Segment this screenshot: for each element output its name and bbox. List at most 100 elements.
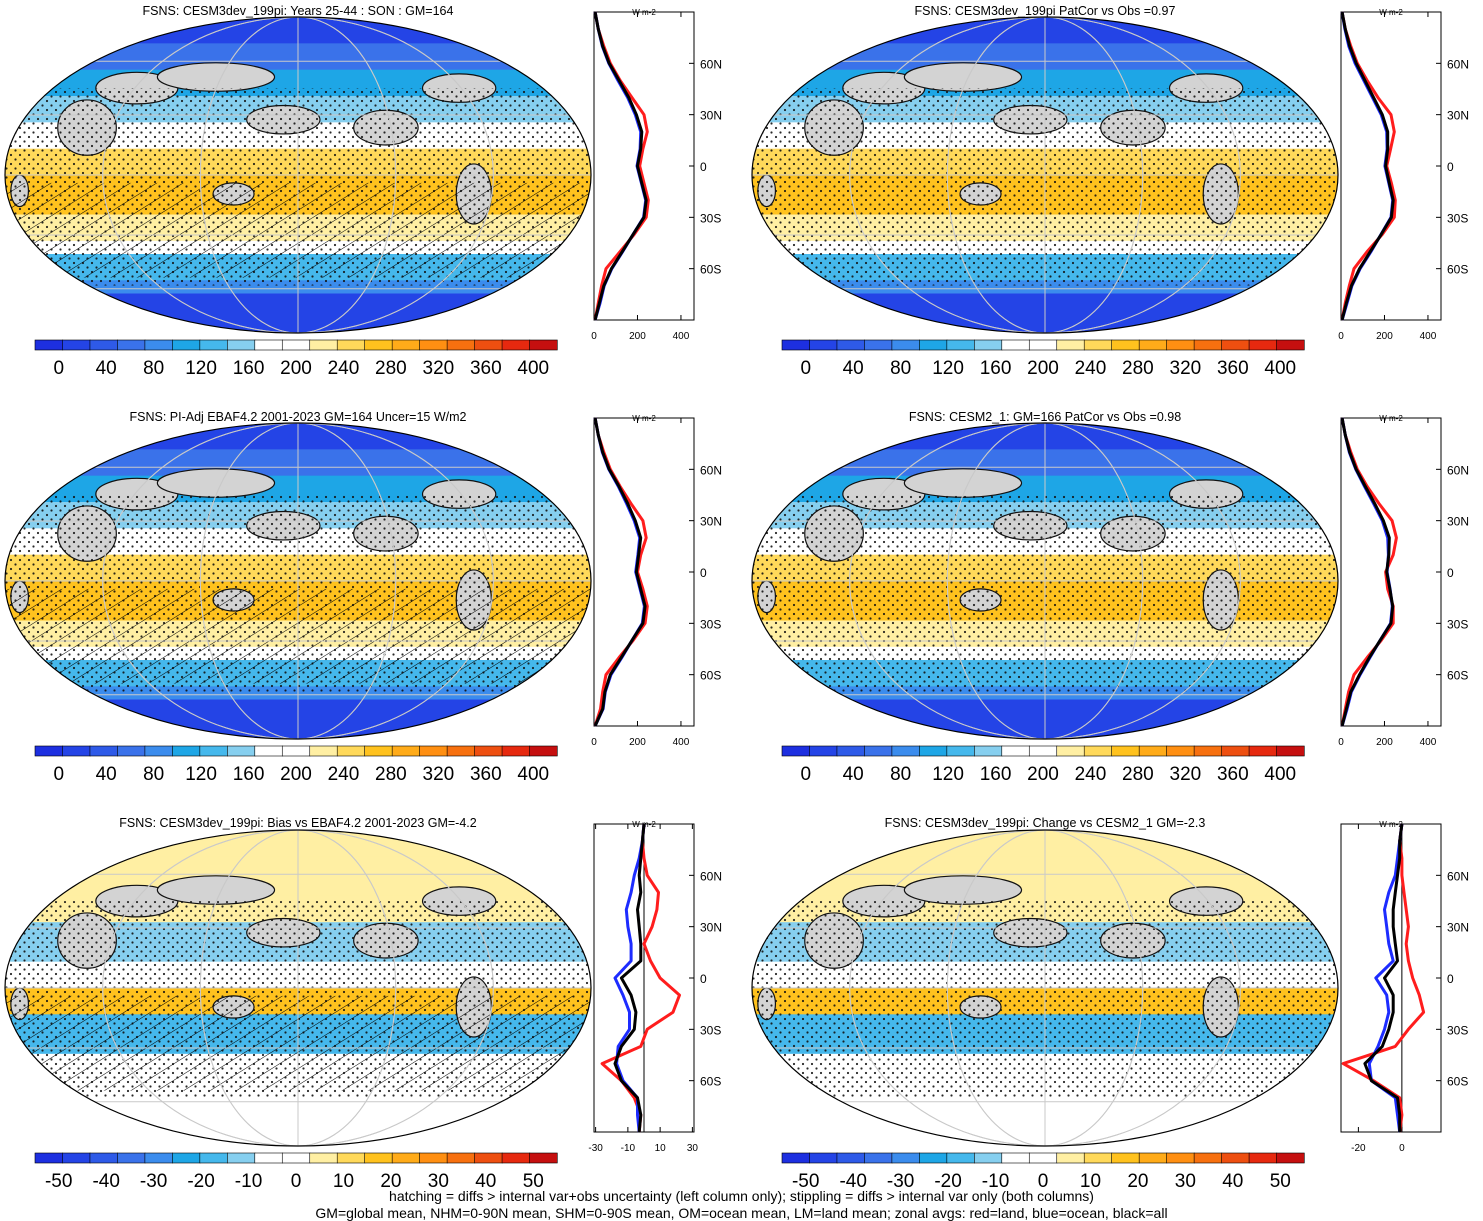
profile-all-line	[593, 417, 647, 727]
colorbar-swatch	[974, 745, 1003, 757]
profile-lat-label: 30S	[700, 617, 721, 631]
colorbar-swatch	[1111, 1152, 1140, 1164]
colorbar-tick-label: 200	[280, 764, 312, 785]
colorbar-tick-label: 20	[380, 1171, 401, 1192]
profile-land-line	[593, 417, 649, 727]
colorbar-swatch	[34, 1152, 64, 1164]
panel-title: FSNS: CESM2_1: GM=166 PatCor vs Obs =0.9…	[909, 410, 1181, 424]
colorbar-swatch	[946, 339, 975, 351]
colorbar-tick-label: 40	[96, 358, 117, 379]
colorbar-swatch	[391, 745, 421, 757]
panel-1: FSNS: CESM3dev_199pi: Years 25-44 : SON …	[4, 4, 722, 379]
colorbar-tick-label: 160	[233, 358, 265, 379]
profile-x-tick-label: 0	[591, 331, 597, 342]
colorbar-swatch	[946, 1152, 975, 1164]
colorbar-tick-label: -10	[982, 1171, 1009, 1192]
colorbar-swatch	[446, 339, 476, 351]
colorbar-tick-label: 400	[517, 764, 549, 785]
colorbar-swatch	[836, 1152, 866, 1164]
profile-x-tick-label: -30	[588, 1143, 603, 1154]
colorbar-swatch	[781, 1152, 811, 1164]
colorbar-tick-label: 200	[1027, 358, 1059, 379]
colorbar-tick-label: 80	[143, 358, 164, 379]
colorbar-tick-label: -30	[140, 1171, 167, 1192]
profile-lat-label: 60N	[1447, 57, 1469, 71]
map-outline	[751, 16, 1339, 334]
profile-lat-label: 30N	[1447, 109, 1469, 123]
panel-title: FSNS: CESM3dev_199pi PatCor vs Obs =0.97	[915, 4, 1176, 18]
panel-4: FSNS: CESM2_1: GM=166 PatCor vs Obs =0.9…	[751, 410, 1469, 785]
colorbar-tick-label: 40	[843, 764, 864, 785]
colorbar-tick-label: -40	[92, 1171, 119, 1192]
profile-lat-label: 30N	[700, 109, 722, 123]
panel-title: FSNS: CESM3dev_199pi: Change vs CESM2_1 …	[885, 816, 1206, 830]
colorbar-swatch	[309, 745, 338, 757]
colorbar-tick-label: 120	[932, 358, 964, 379]
colorbar-swatch	[34, 745, 64, 757]
colorbar-swatch	[1221, 1152, 1250, 1164]
colorbar-tick-label: 360	[1217, 358, 1249, 379]
profile-lat-label: 60S	[1447, 669, 1468, 683]
colorbar-swatch	[809, 1152, 838, 1164]
colorbar-tick-label: 240	[328, 358, 360, 379]
profile-x-tick-label: 0	[1338, 737, 1344, 748]
colorbar: -50 -40 -30 -20 -10 0 10 20 30 40 50	[34, 1152, 558, 1192]
colorbar-tick-label: 280	[1122, 358, 1154, 379]
profile-x-tick-label: 400	[1420, 331, 1437, 342]
colorbar-tick-label: 160	[980, 358, 1012, 379]
colorbar-swatch	[1276, 1152, 1305, 1164]
colorbar-swatch	[281, 1152, 311, 1164]
colorbar-tick-label: 280	[1122, 764, 1154, 785]
profile-land-line	[1340, 11, 1397, 321]
colorbar-swatch	[62, 1152, 91, 1164]
profile-lat-label: 60N	[700, 57, 722, 71]
land-mass	[156, 62, 276, 92]
colorbar-swatch	[1111, 339, 1140, 351]
map-field	[5, 423, 591, 739]
colorbar-swatch	[391, 339, 421, 351]
profile-lat-label: 0	[1447, 972, 1454, 986]
colorbar-tick-label: -40	[839, 1171, 866, 1192]
colorbar-swatch	[891, 745, 920, 757]
colorbar-swatch	[117, 1152, 146, 1164]
colorbar-swatch	[62, 745, 91, 757]
colorbar-tick-label: 320	[1170, 764, 1202, 785]
profile-all-line	[613, 823, 646, 1133]
colorbar-swatch	[946, 745, 975, 757]
profile-x-tick-label: 400	[1420, 737, 1437, 748]
colorbar-swatch	[781, 745, 811, 757]
colorbar-swatch	[1001, 339, 1030, 351]
profile-x-tick-label: 0	[1338, 331, 1344, 342]
profile-x-tick-label: 200	[1376, 737, 1393, 748]
map-field	[752, 17, 1338, 333]
colorbar-tick-label: 160	[233, 764, 265, 785]
colorbar-swatch	[1083, 745, 1113, 757]
profile-lat-label: 60S	[700, 263, 721, 277]
colorbar-swatch	[1248, 1152, 1278, 1164]
colorbar-tick-label: 40	[96, 764, 117, 785]
colorbar-swatch	[199, 745, 228, 757]
colorbar-swatch	[117, 339, 146, 351]
colorbar-swatch	[254, 339, 283, 351]
profile-all-line	[593, 11, 648, 321]
profile-x-tick-label: 200	[1376, 331, 1393, 342]
profile-x-tick-label: 0	[591, 737, 597, 748]
colorbar-tick-label: 40	[475, 1171, 496, 1192]
colorbar-swatch	[336, 745, 366, 757]
colorbar-swatch	[1166, 1152, 1195, 1164]
colorbar-tick-label: 360	[470, 764, 502, 785]
profile-lat-label: 0	[1447, 566, 1454, 580]
colorbar-swatch	[891, 339, 920, 351]
colorbar-swatch	[89, 745, 119, 757]
profile-x-tick-label: 200	[629, 331, 646, 342]
colorbar-swatch	[172, 745, 201, 757]
colorbar-swatch	[1221, 745, 1250, 757]
profile-x-tick-label: -20	[1351, 1143, 1366, 1154]
panel-3: FSNS: PI-Adj EBAF4.2 2001-2023 GM=164 Un…	[4, 410, 722, 785]
colorbar-swatch	[809, 339, 838, 351]
profile-lat-label: 30S	[700, 1023, 721, 1037]
profile-lat-label: 0	[1447, 160, 1454, 174]
colorbar-swatch	[446, 1152, 476, 1164]
colorbar-swatch	[281, 745, 311, 757]
map-outline	[4, 829, 592, 1147]
